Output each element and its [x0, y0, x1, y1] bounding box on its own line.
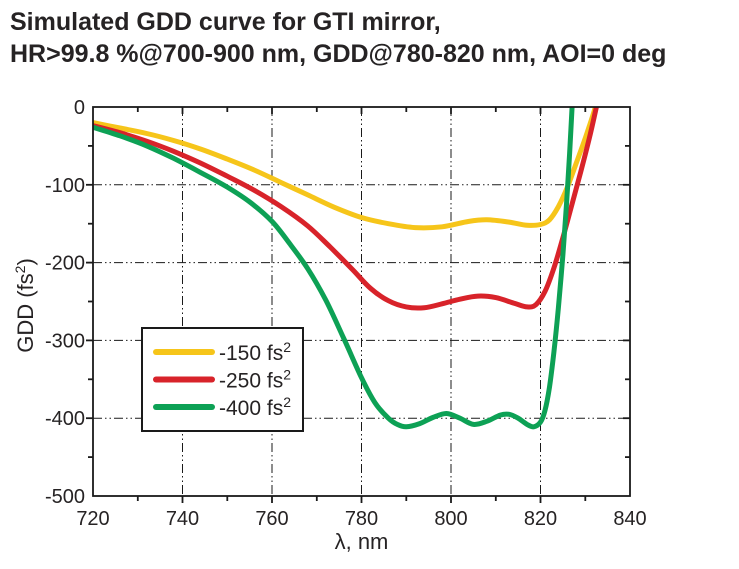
legend-label-red-250: -250 fs2 [219, 367, 291, 393]
x-tick-label-840: 840 [613, 508, 646, 530]
y-tick-label--200: -200 [45, 253, 85, 275]
curve-red-250 [93, 107, 599, 311]
plot-border [92, 106, 631, 497]
chart-title-line2: HR>99.8 %@700-900 nm, GDD@780-820 nm, AO… [10, 40, 667, 68]
axis-labels: 720 740 760 780 800 820 840 0 -100 -200 -300 -400 -5… [12, 97, 647, 554]
y-tick-label--500: -500 [45, 486, 85, 508]
legend-label-green-400: -400 fs2 [219, 394, 291, 420]
curve-green-400 [93, 107, 575, 430]
x-tick-label-740: 740 [166, 508, 199, 530]
legend-label-yellow-150: -150 fs2 [219, 339, 291, 365]
y-tick-label--300: -300 [45, 330, 85, 352]
x-tick-label-780: 780 [345, 508, 378, 530]
curve-yellow-150 [93, 107, 598, 231]
y-tick-label-0: 0 [74, 97, 85, 119]
x-tick-label-820: 820 [524, 508, 557, 530]
x-tick-label-760: 760 [255, 508, 288, 530]
x-axis-label: λ, nm [335, 529, 389, 554]
chart-title: Simulated GDD curve for GTI mirror, HR>9… [10, 6, 735, 70]
data-curves [93, 107, 599, 430]
x-tick-label-800: 800 [434, 508, 467, 530]
y-tick-label--100: -100 [45, 175, 85, 197]
chart-title-line1: Simulated GDD curve for GTI mirror, [10, 8, 441, 36]
axis-ticks [86, 107, 630, 503]
gridlines [93, 107, 630, 496]
x-tick-label-720: 720 [76, 508, 109, 530]
y-axis-label: GDD (fs2) [12, 258, 38, 353]
legend: -150 fs2-250 fs2-400 fs2 [141, 327, 304, 432]
y-tick-label--400: -400 [45, 408, 85, 430]
